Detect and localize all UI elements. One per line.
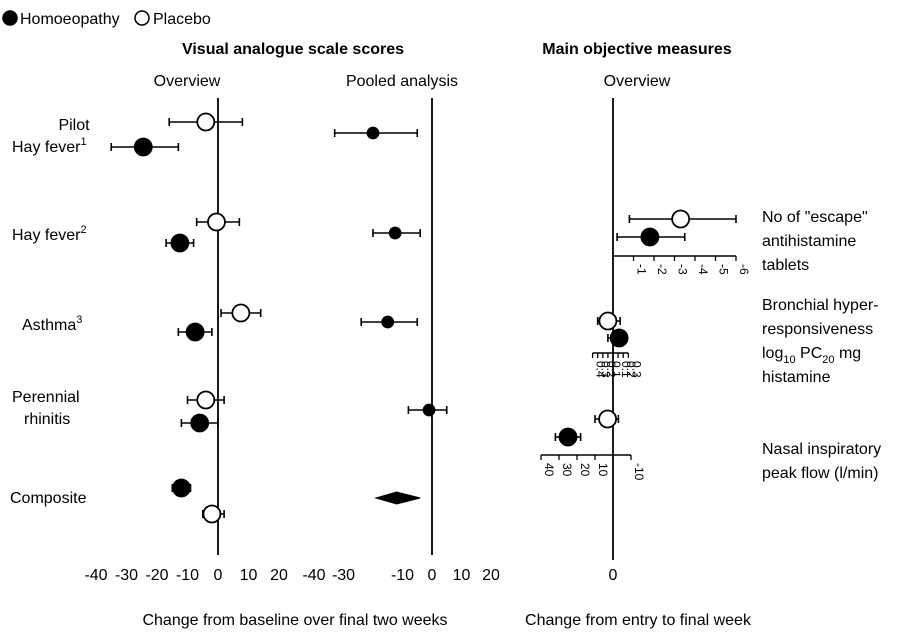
trial-label-composite: Composite [10, 490, 87, 507]
overview-tick-label-6: 20 [270, 567, 288, 584]
pooled-tick-label-3: -10 [391, 567, 414, 584]
objective-nasal-tick-label-3: 10 [596, 463, 610, 477]
trial-label-hayfever2: Hay fever2 [12, 224, 87, 244]
xlabel-right: Change from entry to final week [525, 612, 752, 629]
measure-label-escape-3: tablets [762, 257, 809, 274]
objective-bronch-placebo-point [598, 311, 618, 331]
objective-escape-tick-label-2: -3 [676, 264, 690, 275]
objective-escape-homoeopathy-point [640, 227, 660, 247]
measure-label-bronch-log: log [762, 345, 783, 362]
pooled-tick-label-0: -40 [302, 567, 325, 584]
overview-tick-label-2: -20 [145, 567, 168, 584]
trial-label-pilot-hayfever-text: Hay fever [12, 139, 81, 156]
pooled-pilot-hay-fever-point [366, 126, 380, 140]
legend-label-placebo: Placebo [153, 11, 211, 28]
pooled-asthma-point [381, 315, 395, 329]
objective-bronch-tick-label-6: 0.4 [594, 361, 608, 378]
measure-label-bronch-1: Bronchial hyper- [762, 297, 879, 314]
measure-label-bronch-3: log10 PC20 mg [762, 345, 861, 366]
panel-pooled: -40 -30 -10 0 10 20 [302, 98, 500, 584]
measure-label-nasal-2: peak flow (l/min) [762, 465, 878, 482]
objective-nasal-tick-label-2: 20 [578, 463, 592, 477]
measure-label-bronch-2: responsiveness [762, 321, 873, 338]
overview-placebo-pilot-hay-fever-point [196, 112, 216, 132]
overview-placebo-hay-fever-point [207, 212, 226, 232]
objective-nasal-tick-label-1: 30 [560, 463, 574, 477]
objective-escape-tick-label-0: -1 [635, 264, 649, 275]
heading-pooled: Pooled analysis [346, 73, 458, 90]
overview-homoeopathy-asthma-point [185, 322, 205, 342]
heading-overview-right: Overview [604, 73, 671, 90]
heading-vas: Visual analogue scale scores [182, 41, 404, 58]
overview-homoeopathy-hay-fever-point [170, 233, 190, 253]
measure-labels: No of "escape" antihistamine tablets Bro… [762, 209, 881, 482]
objective-escape-tick-label-1: -2 [655, 264, 669, 275]
trial-labels: Pilot Hay fever1 Hay fever2 Asthma3 Pere… [10, 117, 90, 507]
legend: Homoeopathy Placebo [2, 10, 211, 28]
pooled-hay-fever-point [388, 226, 402, 240]
trial-label-pilot: Pilot [58, 117, 90, 134]
pooled-tick-label-5: 10 [453, 567, 471, 584]
measure-label-bronch-4: histamine [762, 369, 831, 386]
overview-placebo-composite-point [202, 504, 222, 524]
objective-nasal-tick-label-0: 40 [542, 463, 556, 477]
objective-escape-tick-label-5: -6 [737, 264, 751, 275]
measure-label-bronch-mg: mg [835, 345, 862, 362]
objective-escape-tick-label-4: -5 [717, 264, 731, 275]
measure-label-escape-1: No of "escape" [762, 209, 868, 226]
trial-label-pilot-sup: 1 [80, 136, 86, 148]
measure-label-bronch-pc: PC [796, 345, 823, 362]
overview-placebo-asthma-point [231, 303, 251, 323]
objective-bronch-tick-label-3: 0.1 [609, 361, 623, 378]
legend-label-homoeopathy: Homoeopathy [20, 11, 120, 28]
trial-label-pilot-hayfever: Hay fever1 [12, 136, 87, 156]
objective-bronch-tick-label-2: 0.1 [619, 361, 633, 378]
objective-bronch-tick-label-5: 0.3 [599, 361, 613, 378]
measure-label-escape-2: antihistamine [762, 233, 856, 250]
trial-label-rhinitis: rhinitis [24, 411, 70, 428]
heading-overview-left: Overview [154, 73, 221, 90]
overview-homoeopathy-pilot-hay-fever-point [133, 137, 153, 157]
overview-homoeopathy-perennial-rhinitis-point [190, 413, 210, 433]
overview-tick-label-4: 0 [214, 567, 223, 584]
pooled-tick-label-4: 0 [428, 567, 437, 584]
panel-objective: 0-1 -2 -3 -4 -5 -60.30.20.10.10.20.30.440 30 20… [540, 98, 751, 584]
measure-label-nasal-1: Nasal inspiratory [762, 441, 881, 458]
measure-label-bronch-sub20: 20 [822, 354, 834, 366]
overview-placebo-perennial-rhinitis-point [196, 390, 216, 410]
overview-tick-label-0: -40 [84, 567, 107, 584]
pooled-perennial-rhinitis-point [422, 403, 436, 417]
objective-bronch-tick-label-4: 0.2 [604, 361, 618, 378]
pooled-tick-label-1: -30 [332, 567, 355, 584]
trial-label-asthma-sup: 3 [76, 314, 82, 326]
pooled-tick-label-6: 20 [482, 567, 500, 584]
overview-tick-label-3: -10 [176, 567, 199, 584]
objective-bronch-tick-label-0: 0.3 [629, 361, 643, 378]
overview-tick-label-1: -30 [115, 567, 138, 584]
trial-label-hayfever2-sup: 2 [80, 224, 86, 236]
trial-label-hayfever2-text: Hay fever [12, 227, 81, 244]
objective-bronch-tick-label-1: 0.2 [624, 361, 638, 378]
objective-zero-label: 0 [609, 567, 618, 584]
measure-label-bronch-sub10: 10 [783, 354, 795, 366]
objective-bronch-homoeopathy-point [609, 328, 629, 348]
legend-marker-homoeopathy [2, 10, 18, 26]
objective-nasal-homoeopathy-point [558, 427, 578, 447]
pooled-composite-diamond [374, 491, 421, 505]
xlabel-left: Change from baseline over final two week… [142, 612, 447, 629]
trial-label-asthma: Asthma3 [22, 314, 82, 334]
trial-label-asthma-text: Asthma [22, 317, 76, 334]
objective-nasal-tick-label-4: -10 [632, 463, 646, 481]
objective-nasal-placebo-point [598, 409, 617, 429]
panel-overview: -40 -30 -20 -10 0 10 20 [84, 98, 288, 584]
objective-escape-placebo-point [671, 209, 691, 229]
heading-objective: Main objective measures [542, 41, 732, 58]
legend-marker-placebo [134, 10, 150, 26]
overview-tick-label-5: 10 [240, 567, 258, 584]
objective-escape-tick-label-3: -4 [696, 264, 710, 275]
overview-homoeopathy-composite-point [171, 478, 191, 498]
trial-label-perennial: Perennial [12, 389, 80, 406]
